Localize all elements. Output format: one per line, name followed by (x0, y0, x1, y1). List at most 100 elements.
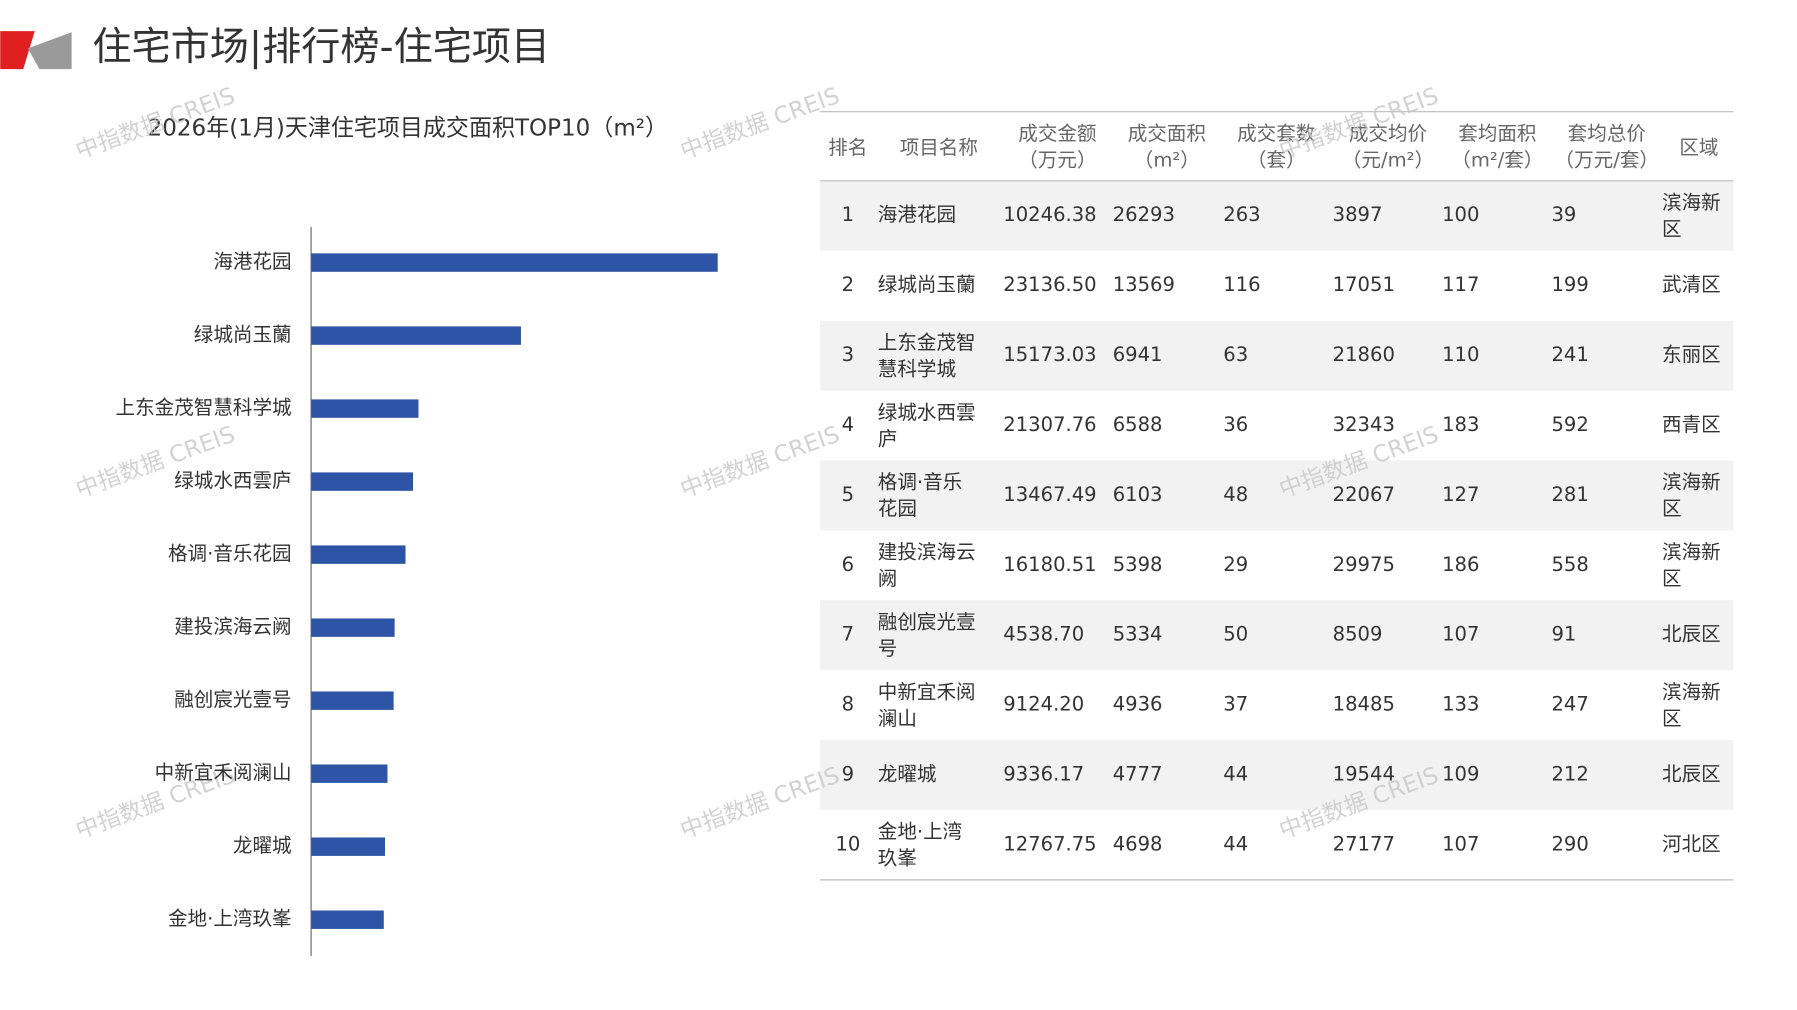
table-cell: 107 (1442, 832, 1479, 855)
table-cell: 10246.38 (1003, 203, 1096, 226)
bar (311, 253, 718, 272)
table-cell: 滨海新区 (1662, 680, 1721, 729)
column-header: 成交均价 (1349, 122, 1427, 145)
table-cell: 龙曜城 (878, 763, 937, 786)
page-title: 住宅市场|排行榜-住宅项目 (92, 25, 550, 70)
table-cell: 融创宸光壹号 (878, 610, 976, 659)
table-cell: 13569 (1113, 273, 1175, 296)
column-header: （套） (1247, 149, 1306, 172)
table-cell: 44 (1223, 832, 1248, 855)
table-cell: 17051 (1333, 273, 1395, 296)
table-cell: 9336.17 (1003, 763, 1084, 786)
table-cell: 21307.76 (1003, 413, 1096, 436)
table-cell: 199 (1551, 273, 1588, 296)
table-cell: 290 (1551, 832, 1588, 855)
table-cell: 4698 (1113, 832, 1163, 855)
y-tick-label: 上东金茂智慧科学城 (116, 396, 292, 419)
bar (311, 837, 386, 856)
table-cell: 3 (842, 343, 854, 366)
table-cell: 6 (842, 553, 854, 576)
table-cell: 5334 (1113, 623, 1163, 646)
table-cell: 117 (1442, 273, 1479, 296)
table-cell: 16180.51 (1003, 553, 1096, 576)
column-header: 区域 (1679, 136, 1718, 159)
table-cell: 6103 (1113, 483, 1163, 506)
table-cell: 558 (1551, 553, 1588, 576)
bar (311, 764, 388, 783)
logo-gray (27, 32, 72, 70)
table-cell: 48 (1223, 483, 1248, 506)
table-cell: 绿城尚玉蘭 (878, 273, 976, 296)
table-cell: 2 (842, 273, 854, 296)
logo-red (0, 31, 35, 70)
table-cell: 8 (842, 693, 854, 716)
row-bg (820, 740, 1734, 810)
table-cell: 32343 (1333, 413, 1395, 436)
y-tick-label: 龙曜城 (233, 834, 292, 857)
table-cell: 8509 (1333, 623, 1383, 646)
table-cell: 100 (1442, 203, 1479, 226)
row-bg (820, 460, 1734, 531)
table-cell: 武清区 (1662, 273, 1721, 296)
column-header: （万元） (1018, 149, 1096, 172)
table-cell: 6941 (1113, 343, 1163, 366)
table-cell: 北辰区 (1662, 623, 1721, 646)
table-cell: 22067 (1333, 483, 1395, 506)
table-cell: 212 (1551, 763, 1588, 786)
table-cell: 44 (1223, 763, 1248, 786)
table-cell: 27177 (1333, 832, 1395, 855)
table-cell: 上东金茂智慧科学城 (878, 330, 976, 379)
column-header: 套均面积 (1458, 122, 1536, 145)
bar (311, 618, 395, 637)
row-bg (820, 320, 1734, 391)
bar (311, 910, 384, 929)
table-cell: 23136.50 (1003, 273, 1096, 296)
column-header: 套均总价 (1568, 122, 1646, 145)
column-header: （m²） (1134, 149, 1200, 172)
table-cell: 183 (1442, 413, 1479, 436)
column-header: 成交金额 (1018, 122, 1096, 145)
table-cell: 18485 (1333, 693, 1395, 716)
table-cell: 4936 (1113, 693, 1163, 716)
table-cell: 247 (1551, 693, 1588, 716)
table-cell: 110 (1442, 343, 1479, 366)
column-header: 排名 (828, 136, 867, 159)
table-cell: 91 (1551, 623, 1576, 646)
table-cell: 186 (1442, 553, 1479, 576)
table-cell: 10 (835, 832, 860, 855)
table-cell: 金地·上湾玖峯 (878, 820, 962, 869)
table-cell: 1 (842, 203, 854, 226)
y-tick-label: 金地·上湾玖峯 (168, 907, 292, 930)
table-cell: 63 (1223, 343, 1248, 366)
table-cell: 北辰区 (1662, 763, 1721, 786)
table-cell: 5 (842, 483, 854, 506)
table-cell: 37 (1223, 693, 1248, 716)
table-cell: 4538.70 (1003, 623, 1084, 646)
chart-title: 2026年(1月)天津住宅项目成交面积TOP10（m²） (148, 115, 668, 141)
table-cell: 4 (842, 413, 854, 436)
row-bg (820, 180, 1734, 251)
table-cell: 29 (1223, 553, 1248, 576)
table-cell: 7 (842, 623, 854, 646)
table-cell: 26293 (1113, 203, 1175, 226)
table-cell: 9 (842, 763, 854, 786)
table-cell: 建投滨海云阙 (878, 540, 976, 589)
bar (311, 399, 419, 418)
table-cell: 3897 (1333, 203, 1383, 226)
y-tick-label: 融创宸光壹号 (174, 688, 291, 711)
row-bg (820, 600, 1734, 671)
column-header: 成交套数 (1237, 122, 1315, 145)
table-cell: 河北区 (1662, 832, 1721, 855)
table-cell: 116 (1223, 273, 1260, 296)
table-cell: 109 (1442, 763, 1479, 786)
table-cell: 4777 (1113, 763, 1163, 786)
table-cell: 241 (1551, 343, 1588, 366)
column-header: 项目名称 (900, 136, 978, 159)
table-cell: 21860 (1333, 343, 1395, 366)
column-header: 成交面积 (1128, 122, 1206, 145)
column-header: （元/m²） (1342, 149, 1434, 172)
column-header: （m²/套） (1451, 149, 1543, 172)
bar (311, 545, 406, 564)
watermark: 中指数据 CREIS (677, 763, 843, 845)
bar (311, 691, 394, 710)
